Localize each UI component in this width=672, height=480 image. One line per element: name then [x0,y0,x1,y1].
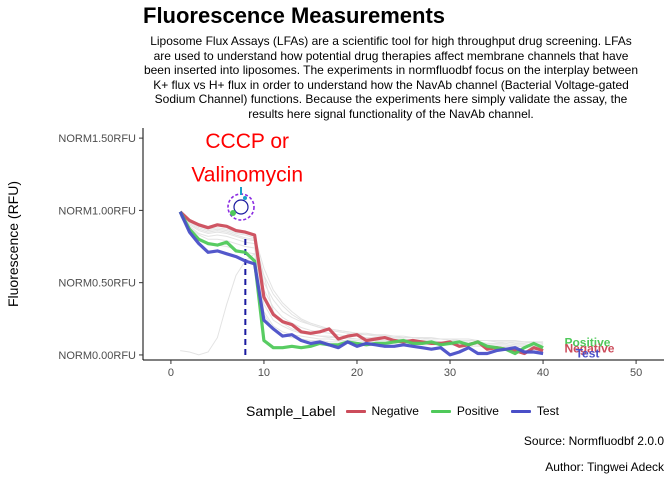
legend: Sample_Label Negative Positive Test [246,402,571,420]
x-tick-label: 10 [258,367,270,379]
caption-author: Author: Tingwei Adeck [545,460,664,474]
series-line-test [178,211,544,357]
x-tick-label: 0 [168,367,174,379]
y-tick-label: NORM0.50RFU [58,278,136,290]
legend-label-negative: Negative [371,404,419,418]
annotation-line-1: CCCP or [205,130,289,153]
chart-subtitle: Liposome Flux Assays (LFAs) are a scient… [143,34,639,121]
legend-key-negative [345,409,366,413]
x-tick-label: 20 [351,367,363,379]
annotation-line-2: Valinomycin [191,163,303,186]
background-wells [179,211,544,356]
y-axis-label: Fluorescence (RFU) [5,181,21,307]
x-tick-label: 40 [537,367,549,379]
end-label-positive: Positive [564,336,610,350]
end-label-test: Test [576,346,600,360]
chart-plot: 0 10 20 30 40 50 NORM0.00RFU NORM0.50RFU NORM1.0… [5,128,664,379]
x-tick-label: 50 [630,367,642,379]
y-tick-label: NORM1.00RFU [58,205,136,217]
legend-key-positive [430,409,451,413]
legend-key-test [510,409,531,413]
x-tick-label: 30 [444,367,456,379]
legend-label-positive: Positive [456,404,499,418]
y-tick-label: NORM1.50RFU [58,133,136,145]
background-well-line [180,253,544,356]
annotation-group: CCCP or Valinomycin [191,130,303,186]
y-tick-label: NORM0.00RFU [58,350,136,362]
legend-item-negative: Negative [345,404,419,418]
legend-item-positive: Positive [430,404,499,418]
caption-source: Source: Normfluodbf 2.0.0 [523,434,664,448]
legend-item-test: Test [510,404,559,418]
molecule-icon [227,187,255,221]
legend-title: Sample_Label [246,403,336,419]
chart-title: Fluorescence Measurements [143,3,446,28]
legend-label-test: Test [536,404,559,418]
end-label-negative: Negative [564,341,614,355]
series-lines [178,210,544,357]
axes: 0 10 20 30 40 50 NORM0.00RFU NORM0.50RFU NORM1.0… [58,128,664,379]
